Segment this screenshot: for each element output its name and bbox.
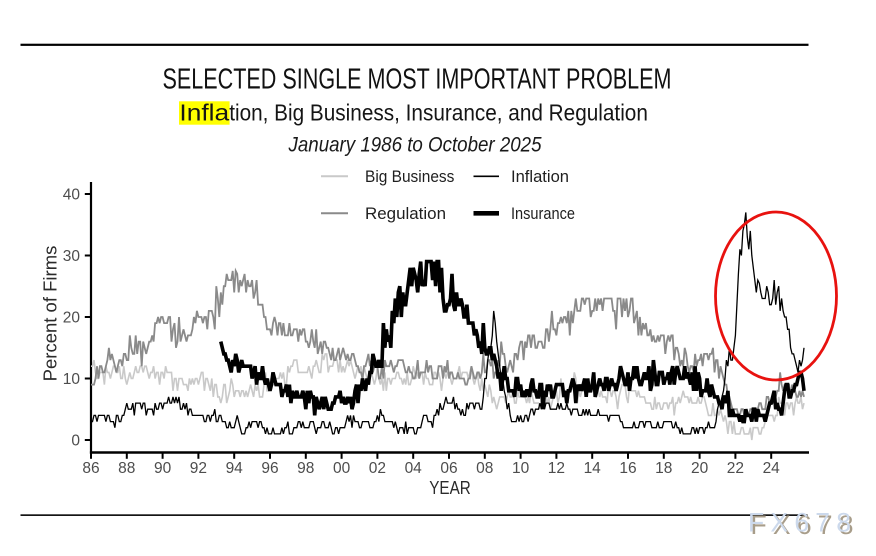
svg-text:FX678: FX678 xyxy=(748,507,851,537)
svg-text:Regulation: Regulation xyxy=(365,204,446,223)
svg-text:88: 88 xyxy=(118,460,135,477)
svg-text:90: 90 xyxy=(154,460,172,477)
svg-text:SELECTED SINGLE MOST IMPORTANT: SELECTED SINGLE MOST IMPORTANT PROBLEM xyxy=(163,64,672,96)
svg-text:YEAR: YEAR xyxy=(429,477,471,498)
svg-text:94: 94 xyxy=(226,460,244,477)
svg-text:04: 04 xyxy=(405,460,423,477)
svg-text:Insurance: Insurance xyxy=(511,204,575,223)
svg-text:24: 24 xyxy=(763,460,781,477)
svg-text:10: 10 xyxy=(63,371,81,388)
svg-text:0: 0 xyxy=(71,433,80,450)
svg-text:10: 10 xyxy=(512,460,530,477)
svg-text:16: 16 xyxy=(619,460,636,477)
svg-text:14: 14 xyxy=(584,460,602,477)
svg-text:12: 12 xyxy=(548,460,565,477)
svg-text:00: 00 xyxy=(333,460,351,477)
svg-text:40: 40 xyxy=(63,187,81,204)
svg-text:98: 98 xyxy=(297,460,314,477)
svg-text:22: 22 xyxy=(727,460,744,477)
svg-text:92: 92 xyxy=(190,460,207,477)
svg-text:tion, Big Business, Insurance,: tion, Big Business, Insurance, and Regul… xyxy=(229,100,648,126)
svg-text:Percent of Firms: Percent of Firms xyxy=(40,246,61,382)
svg-text:January 1986 to October 2025: January 1986 to October 2025 xyxy=(288,132,543,156)
svg-text:20: 20 xyxy=(63,310,81,327)
svg-text:Big Business: Big Business xyxy=(365,167,454,186)
svg-text:Infla: Infla xyxy=(179,100,229,126)
svg-text:18: 18 xyxy=(655,460,672,477)
svg-text:Inflation: Inflation xyxy=(511,167,569,186)
svg-text:86: 86 xyxy=(82,460,99,477)
svg-text:08: 08 xyxy=(476,460,493,477)
svg-text:02: 02 xyxy=(369,460,386,477)
svg-text:96: 96 xyxy=(261,460,278,477)
svg-text:20: 20 xyxy=(691,460,709,477)
svg-text:06: 06 xyxy=(440,460,457,477)
svg-text:30: 30 xyxy=(63,248,81,265)
